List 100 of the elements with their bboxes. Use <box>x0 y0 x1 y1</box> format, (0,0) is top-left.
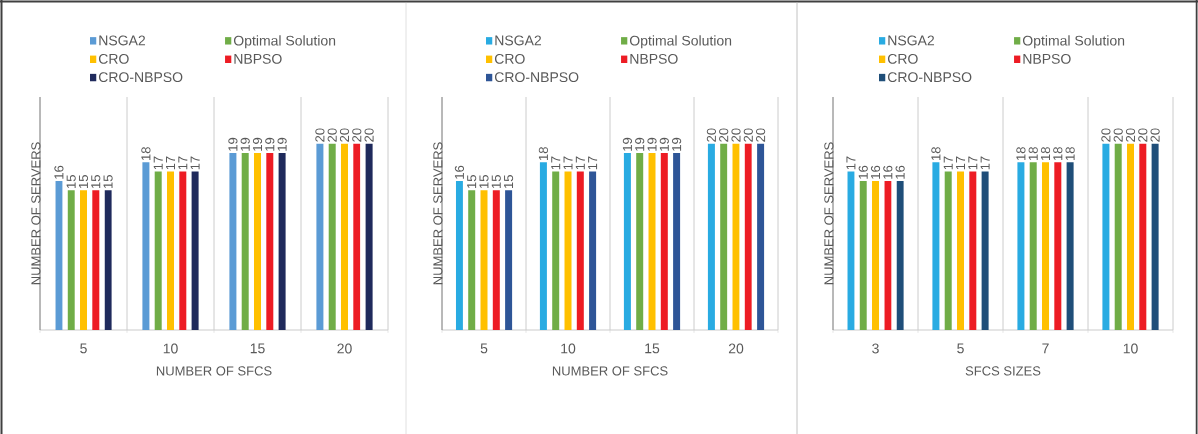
bar <box>552 171 560 330</box>
data-label: 16 <box>895 165 905 179</box>
bar <box>316 143 324 330</box>
data-label: 20 <box>719 128 729 142</box>
bar <box>1042 162 1050 330</box>
data-label: 19 <box>252 137 263 151</box>
data-label: 19 <box>228 137 238 151</box>
data-label: 19 <box>240 137 250 151</box>
data-label: 17 <box>166 156 175 170</box>
bar <box>1139 143 1147 330</box>
legend-label: CRO <box>98 53 129 64</box>
data-label: 17 <box>563 156 573 170</box>
data-label: 16 <box>54 165 64 179</box>
data-label: 18 <box>1016 147 1026 161</box>
data-label: 17 <box>588 156 598 170</box>
x-axis-title: NUMBER OF SFCS <box>156 366 272 376</box>
data-label: 17 <box>956 156 965 170</box>
bar <box>80 190 87 330</box>
legend-label: Optimal Solution <box>629 35 732 49</box>
data-label: 19 <box>647 137 657 151</box>
data-label: 20 <box>352 128 362 142</box>
bar <box>254 152 262 330</box>
data-label: 18 <box>1028 147 1038 161</box>
data-label: 20 <box>1101 128 1111 142</box>
bar <box>104 190 112 330</box>
bar <box>142 162 150 330</box>
bar <box>1029 162 1037 330</box>
data-label: 20 <box>315 128 325 142</box>
x-tick-label: 20 <box>728 343 744 354</box>
data-label: 19 <box>265 137 275 151</box>
bar <box>67 190 75 330</box>
data-label: 19 <box>672 137 682 151</box>
data-label: 19 <box>659 137 669 151</box>
bar <box>1102 143 1110 330</box>
bar <box>229 152 237 330</box>
data-label: 15 <box>91 175 101 189</box>
data-label: 16 <box>870 165 881 179</box>
bar <box>266 152 274 330</box>
data-label: 15 <box>467 175 477 189</box>
x-tick-label: 15 <box>250 343 265 354</box>
bar <box>455 180 463 330</box>
data-label: 19 <box>622 137 633 151</box>
bar <box>720 143 728 330</box>
bar <box>932 162 940 330</box>
data-label: 15 <box>479 175 489 189</box>
data-label: 16 <box>454 165 465 179</box>
data-label: 18 <box>931 147 941 161</box>
data-label: 20 <box>1150 128 1160 142</box>
bar <box>539 162 547 330</box>
legend-label: CRO-NBPSO <box>98 72 183 83</box>
x-tick-label: 5 <box>957 343 964 354</box>
data-label: 17 <box>846 156 856 170</box>
bar <box>154 171 162 330</box>
bar <box>365 143 373 330</box>
data-label: 15 <box>66 175 76 189</box>
bar <box>859 180 867 330</box>
legend-label: NSGA2 <box>888 35 935 46</box>
data-label: 15 <box>78 175 89 189</box>
x-tick-label: 15 <box>645 343 660 354</box>
bar <box>505 190 513 330</box>
legend-label: NBPSO <box>234 53 282 64</box>
data-label: 20 <box>1125 128 1136 142</box>
data-label: 19 <box>635 137 645 151</box>
data-label: 20 <box>731 128 741 142</box>
bar <box>179 171 187 330</box>
x-axis-title: SFCS SIZES <box>965 366 1041 376</box>
bar <box>896 180 904 330</box>
data-label: 15 <box>103 175 113 189</box>
x-tick-label: 10 <box>163 343 178 354</box>
bar <box>341 143 349 330</box>
bar <box>278 152 286 330</box>
legend-label: CRO <box>887 53 918 64</box>
bar <box>1017 162 1025 330</box>
legend-label: CRO <box>494 53 525 64</box>
data-label: 15 <box>491 175 501 189</box>
bar <box>480 190 488 330</box>
legend-label: Optimal Solution <box>233 35 336 49</box>
data-label: 18 <box>1040 147 1051 161</box>
data-label: 17 <box>968 156 978 170</box>
data-label: 18 <box>141 147 151 161</box>
y-axis-title: NUMBER OF SERVERS <box>31 142 41 285</box>
bar <box>648 152 656 330</box>
bar <box>589 171 597 330</box>
x-tick-label: 7 <box>1042 343 1049 354</box>
bar <box>1114 143 1122 330</box>
data-label: 19 <box>277 137 287 151</box>
bar <box>981 171 989 330</box>
data-label: 20 <box>1113 128 1123 142</box>
bar <box>1151 143 1159 330</box>
x-tick-label: 5 <box>80 343 87 354</box>
bar <box>191 171 199 330</box>
bar <box>673 152 681 330</box>
data-label: 20 <box>339 128 350 142</box>
x-tick-label: 20 <box>337 343 352 354</box>
legend-label: CRO-NBPSO <box>494 72 579 83</box>
data-label: 17 <box>190 156 200 170</box>
bar <box>660 152 668 330</box>
data-label: 18 <box>538 147 549 161</box>
bar <box>623 152 631 330</box>
data-label: 18 <box>1065 147 1075 161</box>
